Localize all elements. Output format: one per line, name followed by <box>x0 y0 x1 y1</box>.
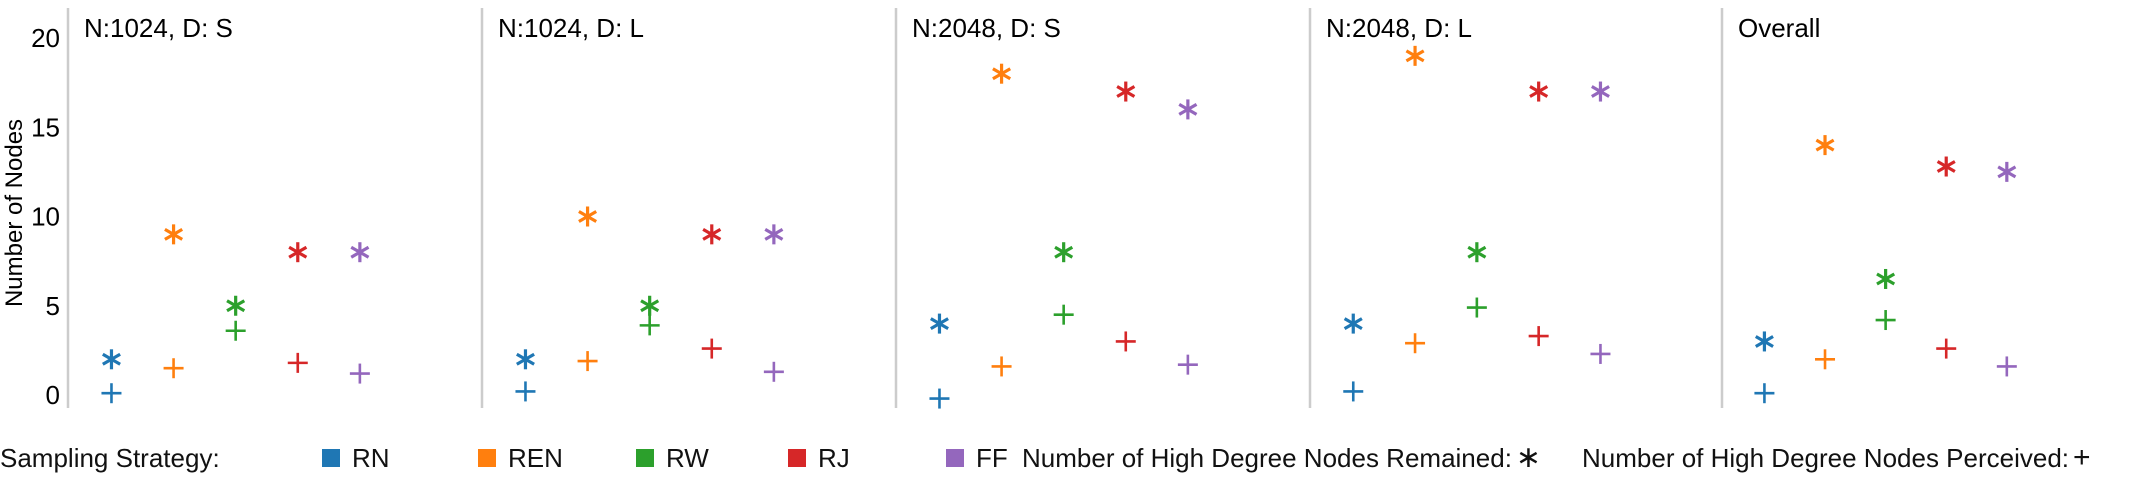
legend-swatch-rn <box>322 449 340 467</box>
perceived-point <box>101 383 122 404</box>
remained-point <box>702 224 722 245</box>
perceived-point <box>1053 304 1074 325</box>
y-tick-label: 10 <box>31 202 60 232</box>
legend-label-rw: RW <box>666 442 709 473</box>
remained-point <box>1178 99 1198 120</box>
perceived-point <box>1815 349 1836 370</box>
perceived-point <box>1177 354 1198 375</box>
plus-icon: + <box>2073 441 2091 474</box>
legend-item-ff: FF <box>946 443 1008 474</box>
remained-point <box>1997 161 2017 182</box>
remained-point <box>930 313 949 334</box>
perceived-point <box>701 338 722 359</box>
legend-remained-label: Number of High Degree Nodes Remained: <box>1022 442 1512 473</box>
remained-point <box>578 206 598 227</box>
asterisk-icon: ∗ <box>1515 441 1542 474</box>
remained-point <box>288 242 308 263</box>
perceived-point <box>1936 338 1957 359</box>
y-tick-label: 5 <box>46 291 60 321</box>
legend-item-remained: Number of High Degree Nodes Remained: ∗ <box>1022 443 1541 474</box>
legend-item-rw: RW <box>636 443 709 474</box>
remained-point <box>1529 81 1549 102</box>
perceived-point <box>639 315 660 336</box>
panel-title: N:2048, D: L <box>1326 13 1472 43</box>
perceived-point <box>1405 333 1426 354</box>
remained-point <box>1936 156 1956 177</box>
remained-point <box>1467 242 1487 263</box>
remained-point <box>1754 331 1774 352</box>
perceived-point <box>1115 331 1136 352</box>
remained-point <box>1876 268 1896 289</box>
remained-point <box>226 295 246 316</box>
perceived-point <box>349 363 370 384</box>
legend-item-perceived: Number of High Degree Nodes Perceived: + <box>1582 443 2091 474</box>
perceived-point <box>163 358 184 379</box>
y-tick-label: 20 <box>31 23 60 53</box>
legend-label-rj: RJ <box>818 442 850 473</box>
perceived-point <box>1528 326 1549 347</box>
legend-item-rj: RJ <box>788 443 850 474</box>
legend-item-ren: REN <box>478 443 563 474</box>
legend-label-ren: REN <box>508 442 563 473</box>
perceived-point <box>1590 343 1611 364</box>
perceived-point <box>1466 297 1487 318</box>
perceived-point <box>1996 356 2017 377</box>
perceived-point <box>991 356 1012 377</box>
perceived-point <box>929 388 950 409</box>
legend-label-rn: RN <box>352 442 390 473</box>
remained-point <box>1116 81 1136 102</box>
legend-swatch-ff <box>946 449 964 467</box>
remained-point <box>1054 242 1074 263</box>
y-axis-label: Number of Nodes <box>1 119 28 307</box>
perceived-point <box>763 361 784 382</box>
legend: Sampling Strategy: RN REN RW RJ FF Numbe… <box>0 438 2132 478</box>
legend-title: Sampling Strategy: <box>0 442 220 473</box>
legend-perceived-label: Number of High Degree Nodes Perceived: <box>1582 442 2070 473</box>
remained-point <box>1590 81 1610 102</box>
remained-point <box>992 63 1012 84</box>
legend-swatch-ren <box>478 449 496 467</box>
perceived-point <box>287 352 308 373</box>
panel-title: N:1024, D: S <box>84 13 233 43</box>
panel-title: Overall <box>1738 13 1820 43</box>
remained-point <box>102 349 121 370</box>
legend-swatch-rj <box>788 449 806 467</box>
legend-swatch-rw <box>636 449 654 467</box>
perceived-point <box>1875 310 1896 331</box>
y-tick-label: 15 <box>31 112 60 142</box>
remained-point <box>640 295 660 316</box>
panel-title: N:2048, D: S <box>912 13 1061 43</box>
perceived-point <box>577 351 598 372</box>
remained-point <box>1343 313 1363 334</box>
chart: Number of Nodes 0 5 10 15 20 N:1024, D: S N:102… <box>1 8 2017 410</box>
remained-point <box>164 224 184 245</box>
remained-point <box>350 242 370 263</box>
remained-point <box>764 224 784 245</box>
perceived-point <box>1754 383 1775 404</box>
legend-item-rn: RN <box>322 443 390 474</box>
perceived-point <box>1343 381 1364 402</box>
remained-point <box>1405 45 1425 66</box>
perceived-point <box>225 320 246 341</box>
y-tick-label: 0 <box>46 380 60 410</box>
perceived-point <box>515 381 536 402</box>
remained-point <box>1815 135 1835 156</box>
panel-title: N:1024, D: L <box>498 13 644 43</box>
remained-point <box>516 349 535 370</box>
legend-label-ff: FF <box>976 442 1008 473</box>
